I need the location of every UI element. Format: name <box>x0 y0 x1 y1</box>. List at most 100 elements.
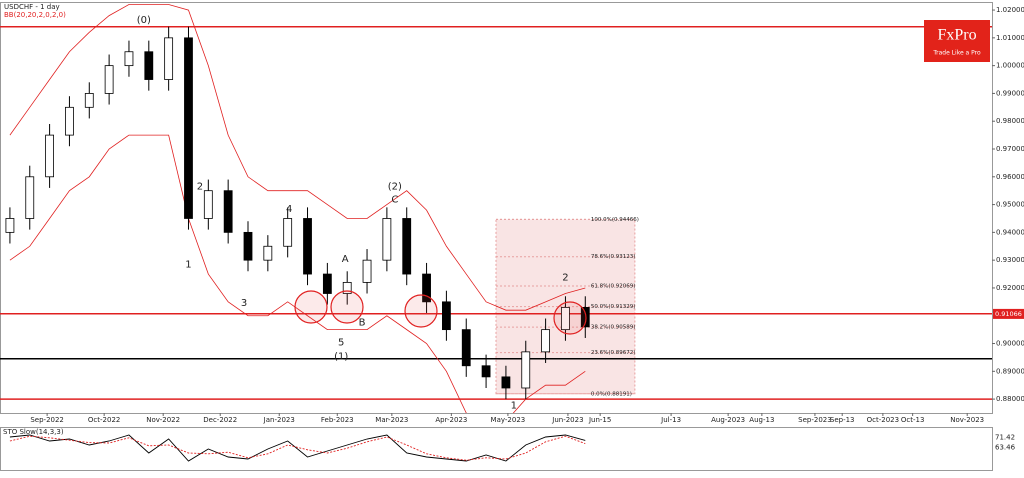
x-tick-label: Feb-2023 <box>321 416 354 424</box>
brand-tagline: Trade Like a Pro <box>932 50 981 57</box>
x-tick-label: Oct-2022 <box>88 416 120 424</box>
x-tick-label: Mar-2023 <box>375 416 408 424</box>
candle-body <box>322 273 332 294</box>
candle-body <box>263 245 273 261</box>
osc-value-label: 63.46 <box>995 444 1016 452</box>
candle-body <box>580 307 590 328</box>
bollinger-upper <box>9 4 586 311</box>
y-tick-label: 0.90000 <box>996 340 1024 348</box>
brand-name: FxPro <box>937 27 976 44</box>
wave-circle <box>330 290 364 324</box>
x-tick-label: Jun-15 <box>588 416 611 424</box>
price-tag-label: 0.91066 <box>995 310 1022 318</box>
x-tick-label: Aug-2023 <box>711 416 745 424</box>
x-tick-label: Aug-13 <box>749 416 774 424</box>
wave-label: 2 <box>562 273 568 284</box>
candle-body <box>104 65 114 94</box>
candle-body <box>382 218 392 261</box>
wave-label: 2 <box>197 182 203 193</box>
wave-circle <box>553 301 587 335</box>
wave-label: 1 <box>185 259 191 270</box>
x-tick-label: Nov-2022 <box>146 416 180 424</box>
wave-label: 4 <box>286 204 292 215</box>
osc-main <box>9 434 586 462</box>
fib-label: 61.8%(0.92069) <box>591 284 636 290</box>
y-tick-label: 0.92000 <box>996 284 1024 292</box>
x-tick-label: Jun-2023 <box>551 416 583 424</box>
candle-body <box>461 329 471 367</box>
candle-body <box>203 190 213 219</box>
candle-body <box>164 37 174 80</box>
main-frame <box>0 2 993 414</box>
candle-body <box>521 351 531 389</box>
fib-label: 23.6%(0.89672) <box>591 350 636 356</box>
candle-body <box>402 218 412 275</box>
candle-body <box>441 301 451 331</box>
candle-body <box>223 190 233 233</box>
candle-body <box>45 134 54 178</box>
chart-title: USDCHF - 1 day <box>4 3 60 11</box>
osc-value-label: 71.42 <box>995 433 1015 441</box>
y-tick-label: 0.99000 <box>996 89 1024 97</box>
y-tick-label: 0.88000 <box>996 395 1024 403</box>
wave-label: 5 <box>338 338 344 349</box>
osc-frame <box>0 427 993 471</box>
fib-label: 78.6%(0.93123) <box>591 254 636 260</box>
brand-logo <box>924 20 990 62</box>
wave-label: (1) <box>334 352 348 363</box>
candle-body <box>144 51 154 80</box>
x-tick-label: Oct-2023 <box>867 416 899 424</box>
wave-circle <box>294 290 328 324</box>
y-tick-label: 0.98000 <box>996 117 1024 125</box>
wave-label: (2) <box>388 182 402 193</box>
candle-body <box>184 37 193 219</box>
candle-body <box>124 51 134 67</box>
candle-body <box>283 218 293 247</box>
y-tick-label: 1.00000 <box>996 62 1024 70</box>
y-tick-label: 0.96000 <box>996 173 1024 181</box>
x-tick-label: Jan-2023 <box>263 416 295 424</box>
candle-body <box>5 218 15 233</box>
x-tick-label: Sep-2023 <box>798 416 832 424</box>
y-tick-label: 0.94000 <box>996 228 1024 236</box>
x-tick-label: Apr-2023 <box>435 416 467 424</box>
wave-label: (0) <box>137 15 151 26</box>
wave-label: 1 <box>511 400 517 411</box>
x-tick-label: Jul-13 <box>660 416 681 424</box>
candle-body <box>541 329 550 353</box>
y-tick-label: 0.97000 <box>996 145 1024 153</box>
candle-body <box>65 106 74 136</box>
y-tick-label: 0.95000 <box>996 201 1024 209</box>
candle-body <box>422 273 431 303</box>
osc-title: STO Slow(14,3,3) <box>3 428 64 436</box>
candle-body <box>501 376 511 389</box>
wave-circle <box>404 294 438 328</box>
x-tick-label: Sep-13 <box>830 416 855 424</box>
indicator-label: BB(20,20,2,0,2,0) <box>4 11 66 19</box>
y-tick-label: 1.01000 <box>996 34 1024 42</box>
candle-body <box>362 259 372 283</box>
x-tick-label: Sep-2022 <box>30 416 64 424</box>
candle-body <box>481 365 491 378</box>
price-tag <box>993 308 1024 319</box>
x-tick-label: Nov-2023 <box>950 416 984 424</box>
x-tick-label: Dec-2022 <box>203 416 237 424</box>
wave-label: C <box>391 195 398 206</box>
bollinger-lower <box>9 134 586 413</box>
fib-label: 50.0%(0.91329) <box>591 304 636 310</box>
osc-signal <box>9 435 586 461</box>
fib-label: 38.2%(0.90589) <box>591 325 636 331</box>
candle-body <box>303 218 312 275</box>
wave-label: 3 <box>241 298 247 309</box>
candle-body <box>243 231 253 261</box>
y-tick-label: 1.02000 <box>996 6 1024 14</box>
fib-label: 0.0%(0.88191) <box>591 391 632 397</box>
wave-label: A <box>342 254 349 265</box>
candle-body <box>84 93 94 108</box>
candle-body <box>561 307 570 331</box>
fib-label: 100.0%(0.94466) <box>591 217 639 223</box>
x-tick-label: May-2023 <box>491 416 526 424</box>
y-tick-label: 0.93000 <box>996 256 1024 264</box>
candle-body <box>342 281 352 294</box>
